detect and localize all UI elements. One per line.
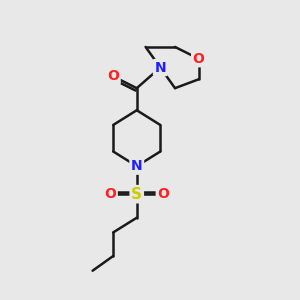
Text: O: O (107, 69, 119, 83)
Text: N: N (154, 61, 166, 75)
Text: O: O (104, 187, 116, 201)
Text: O: O (193, 52, 205, 66)
Text: O: O (157, 187, 169, 201)
Text: S: S (131, 187, 142, 202)
Text: N: N (131, 159, 142, 173)
